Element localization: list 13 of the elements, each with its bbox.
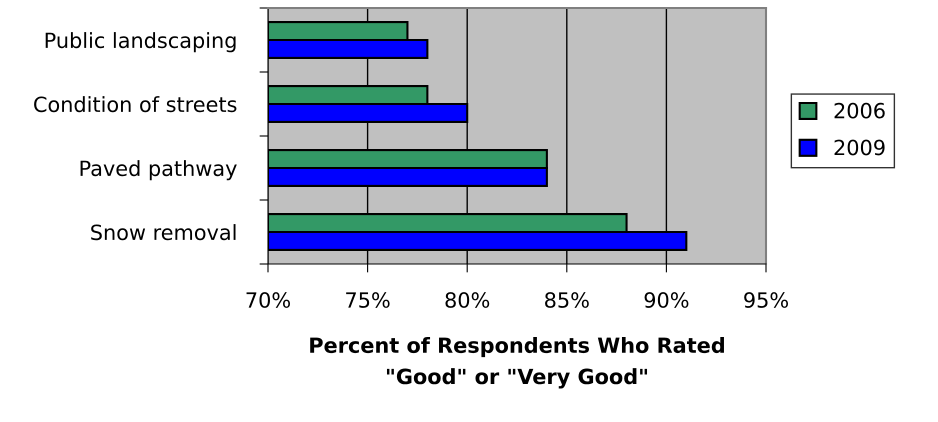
x-tick-label: 85% [545,292,589,308]
x-axis-title: Percent of Respondents Who Rated "Good" or "Very Good" [310,336,724,389]
x-tick-label: 80% [445,292,490,308]
y-tick-label: Paved pathway [80,160,237,180]
x-tick-label: 90% [644,292,688,308]
legend-label: 2006 [834,102,885,119]
y-tick-label: Condition of streets [34,96,236,112]
legend-label: 2009 [834,140,885,156]
y-tick-label: Snow removal [91,224,236,240]
y-tick-label: Public landscaping [46,32,236,52]
x-tick-label: 70% [246,292,290,308]
x-tick-label: 75% [346,292,390,308]
x-tick-label: 95% [744,292,788,308]
